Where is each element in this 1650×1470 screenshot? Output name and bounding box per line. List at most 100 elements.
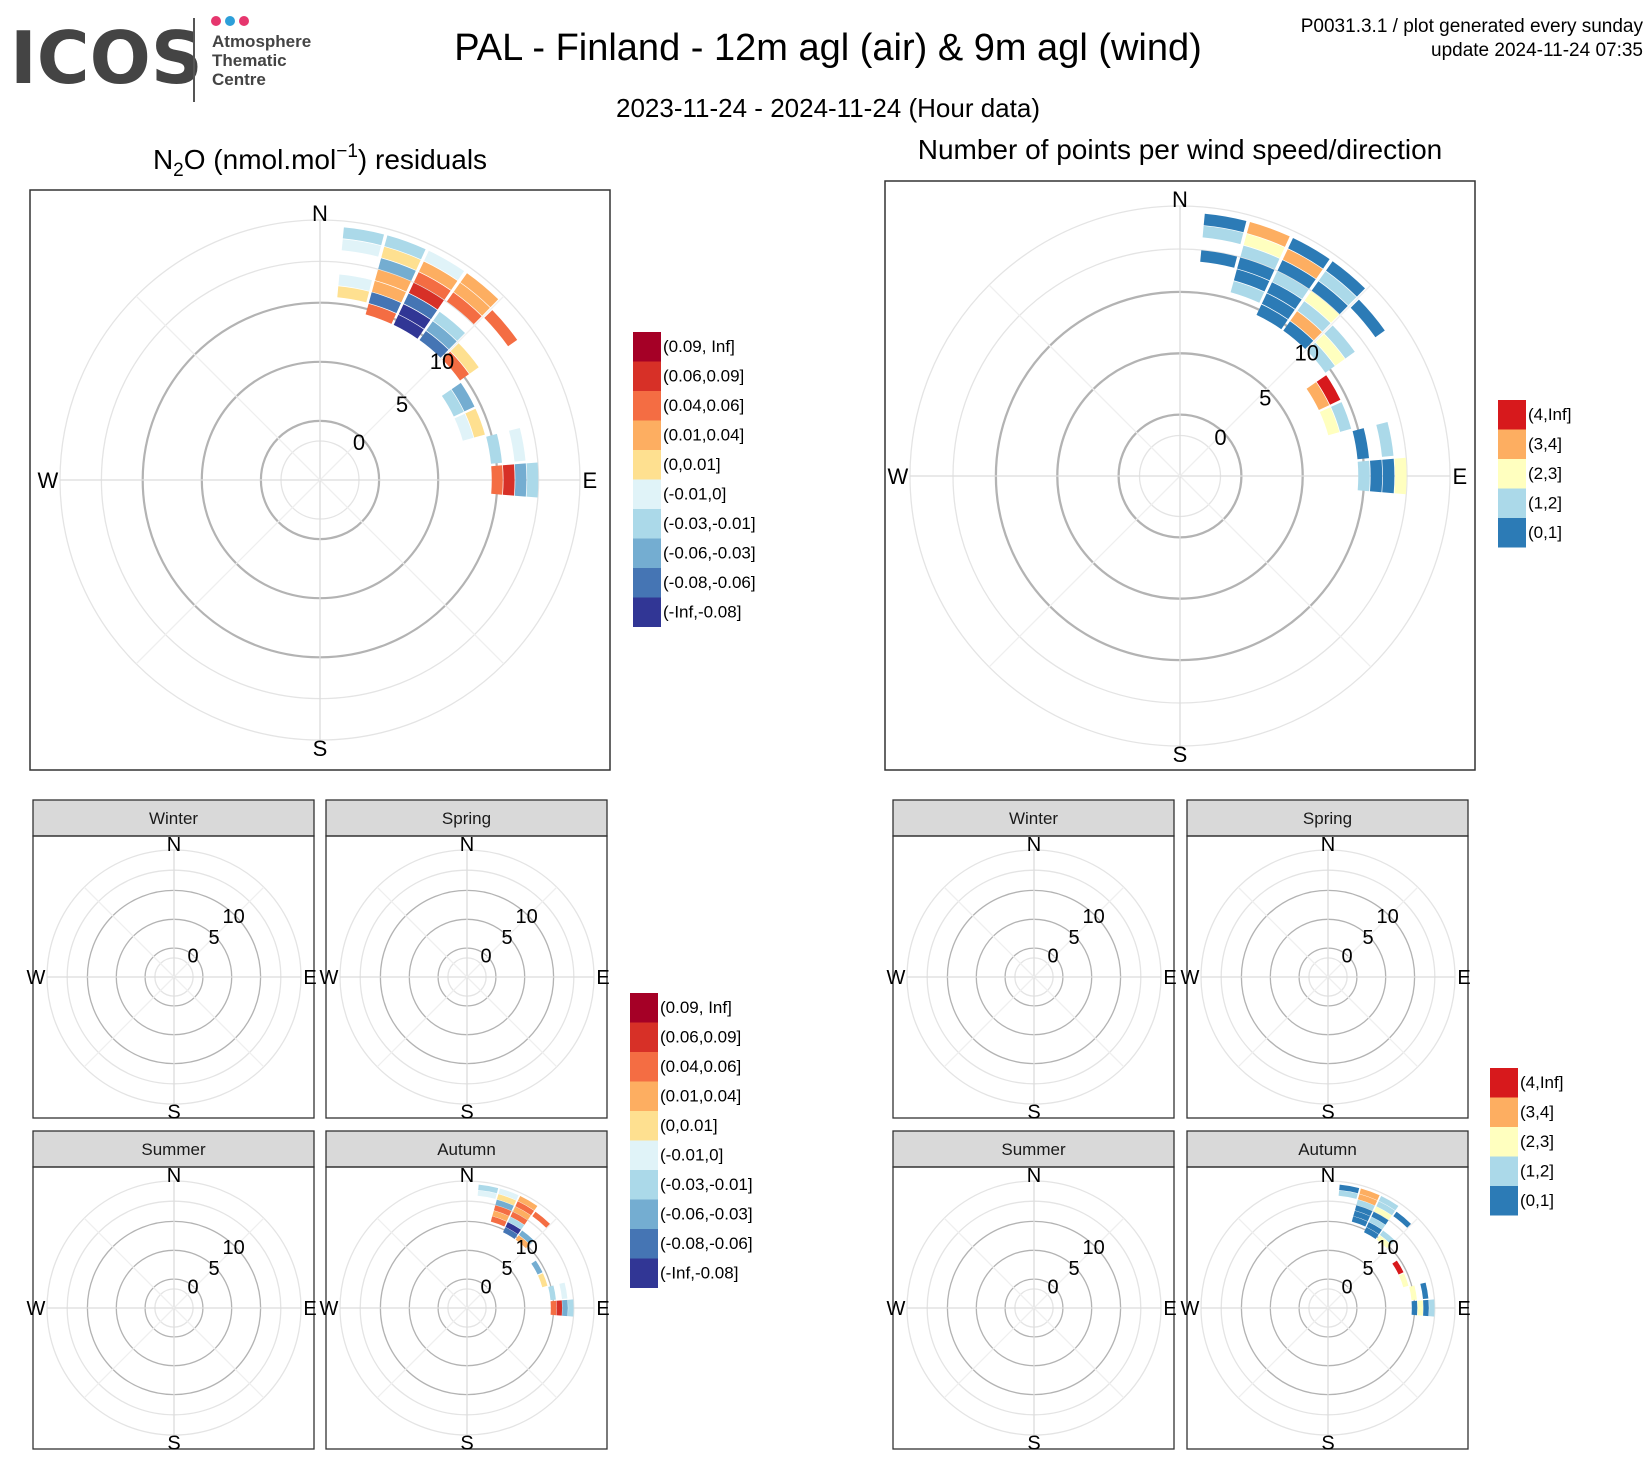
count-main-legend-label: (4,Inf] xyxy=(1528,405,1571,424)
residual-facet-label-e: E xyxy=(596,1298,609,1320)
count-facet-wind-cell xyxy=(1420,1282,1429,1299)
count-facet-title: Autumn xyxy=(1298,1140,1357,1159)
residual-facet-spoke xyxy=(173,1307,265,1399)
logo-dot xyxy=(239,16,249,26)
residual-facet-spoke xyxy=(466,886,558,978)
residual-main-legend-label: (-0.03,-0.01] xyxy=(663,514,756,533)
residual-main-wind-cell xyxy=(484,310,518,347)
residual-facet-wind-cell xyxy=(505,1222,521,1235)
count-main-label-w: W xyxy=(888,464,909,489)
residual-facet-wind-cell xyxy=(503,1227,518,1239)
residual-facet-wind-cell xyxy=(562,1299,568,1317)
residual-main-wind-cell xyxy=(342,227,384,246)
count-facet-legend-label: (2,3] xyxy=(1520,1132,1554,1151)
residual-main-legend-label: (0.04,0.06] xyxy=(663,396,744,415)
residual-facet-spoke xyxy=(83,976,175,1068)
residual-facet-legend-label: (-0.01,0] xyxy=(660,1146,723,1165)
count-main-wind-cell xyxy=(1261,293,1295,320)
count-facet-title: Winter xyxy=(1009,809,1058,828)
count-facet-frame xyxy=(892,835,1175,1119)
count-facet-speed-tick: 10 xyxy=(1082,1237,1104,1259)
residual-facet-wind-cell xyxy=(507,1216,525,1230)
residual-main-wind-cell xyxy=(460,273,499,308)
count-main-wind-cell xyxy=(1200,250,1238,268)
count-facet-speed-tick: 5 xyxy=(1363,1258,1374,1280)
residual-main-legend-swatch xyxy=(633,568,661,598)
residual-main-wind-cell xyxy=(446,292,482,325)
count-main-wind-cell xyxy=(1315,334,1345,366)
residual-facet-legend-swatch xyxy=(630,1081,658,1111)
residual-facet-frame xyxy=(325,1166,608,1450)
count-facet-legend-label: (3,4] xyxy=(1520,1103,1554,1122)
count-facet-title: Spring xyxy=(1303,809,1352,828)
residual-facet-legend-label: (-0.06,-0.03] xyxy=(660,1205,753,1224)
residual-main-wind-cell xyxy=(486,433,502,464)
residual-facet-title: Autumn xyxy=(437,1140,496,1159)
count-facet-label-s: S xyxy=(1027,1101,1040,1123)
residual-main-legend-swatch xyxy=(633,597,661,627)
count-facet-label-s: S xyxy=(1321,1101,1334,1123)
residual-facet-speed-tick: 0 xyxy=(188,945,199,967)
residual-facet-label-n: N xyxy=(167,1165,181,1187)
count-main-wind-cell xyxy=(1237,257,1275,281)
residual-facet-speed-tick: 0 xyxy=(481,945,492,967)
residual-main-label-e: E xyxy=(583,468,598,493)
count-main-wind-cell xyxy=(1307,342,1335,373)
count-facet-label-e: E xyxy=(1163,967,1176,989)
count-facet-wind-cell xyxy=(1399,1273,1409,1288)
residual-facet-legend-swatch xyxy=(630,1140,658,1170)
residual-facet-legend-swatch xyxy=(630,1258,658,1288)
residual-facet-legend-label: (0,0.01] xyxy=(660,1116,718,1135)
residual-facet-wind-cell xyxy=(559,1282,568,1299)
residual-facet-spoke xyxy=(466,1217,558,1309)
count-main-label-e: E xyxy=(1453,464,1468,489)
residual-facet-legend-label: (-0.03,-0.01] xyxy=(660,1175,753,1194)
residual-main-wind-cell xyxy=(375,269,411,292)
residual-facet-frame xyxy=(325,835,608,1119)
residual-facet-wind-cell xyxy=(532,1211,550,1228)
residual-facet-legend-label: (0.09, Inf] xyxy=(660,998,732,1017)
residual-facet-wind-cell xyxy=(478,1184,499,1194)
count-main-wind-cell xyxy=(1357,460,1370,492)
residual-main-legend-label: (0.09, Inf] xyxy=(663,337,735,356)
count-main-wind-cell xyxy=(1246,222,1290,247)
count-facet-spoke xyxy=(1327,1217,1419,1309)
count-facet-label-s: S xyxy=(1321,1432,1334,1454)
residual-main-wind-cell xyxy=(384,235,426,260)
residual-facet-wind-cell xyxy=(495,1199,514,1211)
count-main-legend-label: (2,3] xyxy=(1528,464,1562,483)
count-facet-label-e: E xyxy=(1457,1298,1470,1320)
residual-main-wind-cell xyxy=(338,274,372,291)
residual-facet-label-e: E xyxy=(596,967,609,989)
residual-facet-speed-tick: 0 xyxy=(188,1276,199,1298)
count-main-wind-cell xyxy=(1240,245,1280,270)
count-facet-cells xyxy=(1338,1184,1435,1317)
residual-facet-label-w: W xyxy=(320,1298,339,1320)
residual-main-legend-swatch xyxy=(633,450,661,480)
residual-main-cells xyxy=(337,227,539,498)
residual-facet-legend: (0.09, Inf] (0.06,0.09] (0.04,0.06] (0.01,0… xyxy=(630,993,753,1288)
count-facet-strip xyxy=(892,1130,1175,1168)
residual-main-wind-cell xyxy=(454,413,474,441)
count-main-wind-cell xyxy=(1272,271,1309,299)
count-facet-wind-cell xyxy=(1338,1190,1358,1199)
count-main-wind-cell xyxy=(1331,402,1352,432)
residual-facet-label-w: W xyxy=(27,967,46,989)
residual-facet-strip xyxy=(32,1130,315,1168)
residual-facet-wind-cell xyxy=(517,1196,538,1211)
residual-main-wind-cell xyxy=(403,293,438,320)
count-panel-title: Number of points per wind speed/directio… xyxy=(918,134,1443,165)
residual-facet-label-s: S xyxy=(167,1432,180,1454)
residual-main-wind-cell xyxy=(442,351,469,381)
count-main-wind-cell xyxy=(1324,325,1355,359)
count-facet-wind-cell xyxy=(1368,1216,1386,1230)
logo-line-1: Atmosphere xyxy=(212,32,311,51)
count-facet-legend-label: (4,Inf] xyxy=(1520,1073,1563,1092)
residual-main-polar: 0 5 10 N S E W xyxy=(38,201,598,761)
residual-main-legend: (0.09, Inf] (0.06,0.09] (0.04,0.06] (0.01,0… xyxy=(633,332,756,627)
residual-main-wind-cell xyxy=(514,463,527,497)
residual-facet-wind-cell xyxy=(498,1188,519,1201)
count-main-wind-cell xyxy=(1394,457,1407,495)
